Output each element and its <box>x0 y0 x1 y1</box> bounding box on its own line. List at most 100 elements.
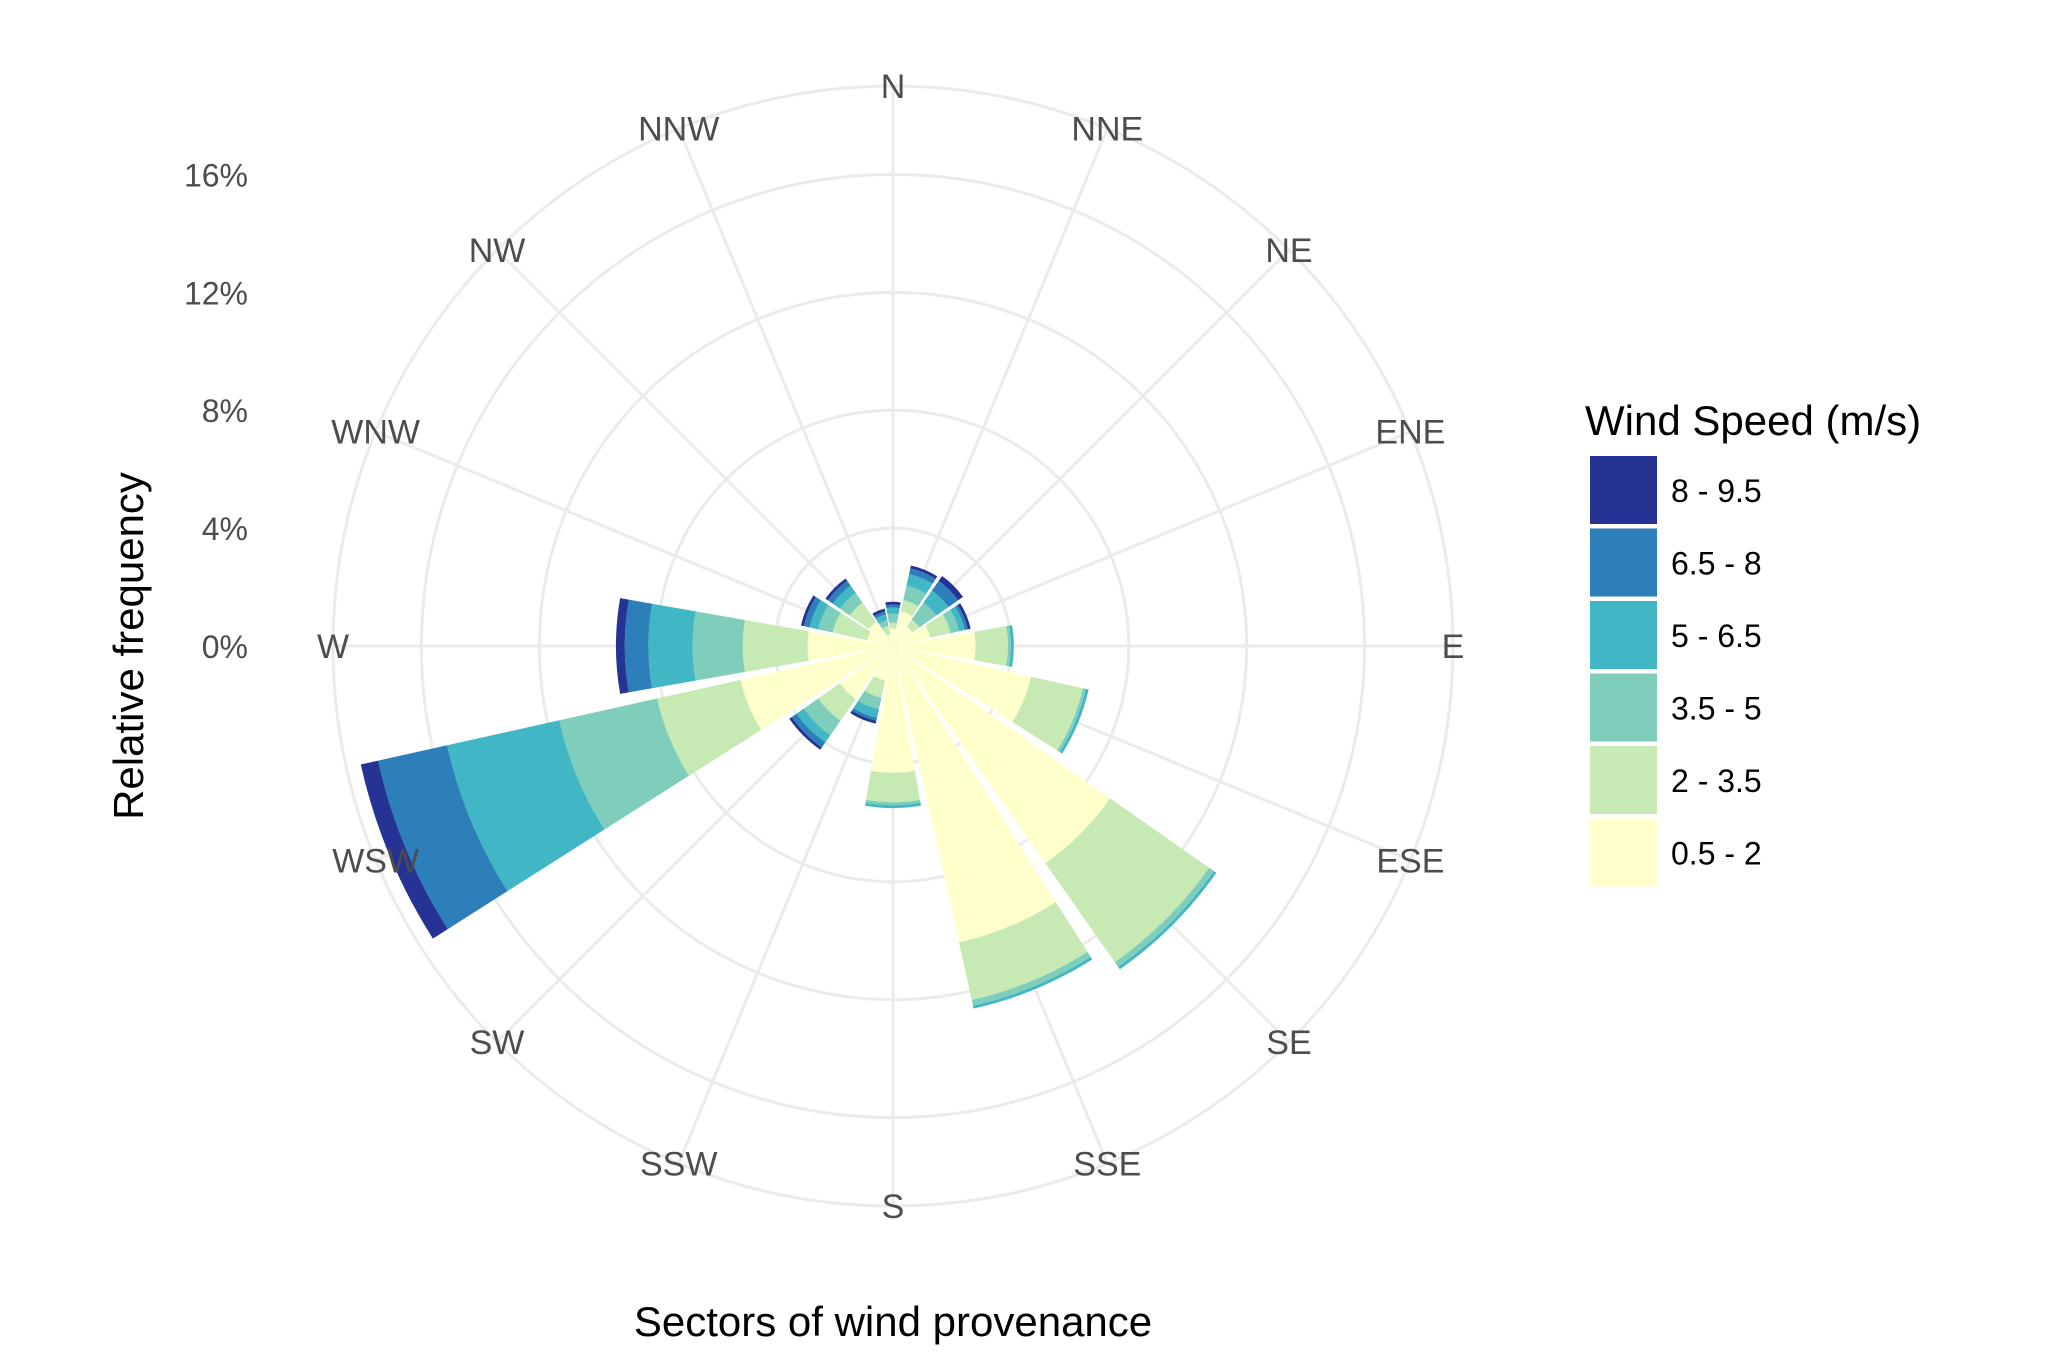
legend-label: 3.5 - 5 <box>1671 691 1762 727</box>
direction-label-e: E <box>1442 628 1465 666</box>
bar-sw-segment <box>791 713 826 748</box>
bar-ne-segment <box>938 576 963 601</box>
grid-spoke <box>891 128 1109 647</box>
bar-nw-segment <box>825 578 848 601</box>
bar-s-segment <box>871 646 915 773</box>
legend: Wind Speed (m/s) 8 - 9.5 6.5 - 8 5 - 6.5 3.… <box>1585 397 1921 887</box>
bar-wsw-segment <box>559 698 690 830</box>
bar-nnw-segment <box>886 634 893 646</box>
bar-ssw-segment <box>858 690 882 710</box>
bar-wsw-segment <box>360 760 448 939</box>
bar-ne-segment <box>893 626 913 646</box>
legend-swatch <box>1590 456 1657 524</box>
bar-e-segment <box>1009 625 1014 667</box>
bar-nne-segment <box>909 568 936 584</box>
bar-sse-segment <box>971 951 1091 1006</box>
direction-label-sw: SW <box>470 1024 525 1062</box>
x-axis-title: Sectors of wind provenance <box>634 1298 1152 1345</box>
bar-nne-segment <box>893 611 912 646</box>
legend-label: 0.5 - 2 <box>1671 836 1762 872</box>
wind-bars <box>360 565 1217 1009</box>
bar-wsw-segment <box>657 679 762 776</box>
bar-sw-segment <box>796 708 831 743</box>
bar-se-segment <box>1114 867 1214 967</box>
bar-nnw-segment <box>875 614 888 624</box>
bar-ne-segment <box>931 580 959 608</box>
radial-tick-label: 4% <box>202 511 248 547</box>
bar-wnw-segment <box>818 604 841 633</box>
bar-e-segment <box>893 631 976 661</box>
bar-nw-segment <box>832 585 856 609</box>
bar-nw-segment <box>849 602 877 630</box>
bar-ene-segment <box>957 603 971 630</box>
bar-se-segment <box>1045 798 1210 963</box>
bar-wnw-segment <box>867 631 893 646</box>
bar-e-segment <box>1006 625 1011 667</box>
bar-w-segment <box>648 603 696 689</box>
bar-ssw-segment <box>853 700 879 718</box>
bar-ese-segment <box>1012 676 1083 751</box>
radial-tick-labels: 0% 4% 8% 12% 16% <box>184 157 248 665</box>
bar-n-segment <box>885 604 901 609</box>
bar-n-segment <box>888 622 898 629</box>
direction-label-ne: NE <box>1265 232 1312 270</box>
radial-tick-label: 0% <box>202 629 248 665</box>
bar-w-segment <box>742 620 809 672</box>
bar-wsw-segment <box>378 745 508 930</box>
direction-label-nnw: NNW <box>638 111 719 149</box>
bar-e-segment <box>974 626 1008 666</box>
bar-nnw-segment <box>874 611 886 619</box>
bar-ene-segment <box>955 604 968 630</box>
bar-ssw-segment <box>851 708 877 721</box>
bar-sw-segment <box>789 717 822 750</box>
bar-sw-segment <box>839 646 893 700</box>
legend-swatch <box>1590 528 1657 597</box>
bar-wsw-segment <box>447 720 605 892</box>
bar-ene-segment <box>942 609 960 634</box>
bar-nne-segment <box>903 585 927 607</box>
bar-n-segment <box>887 613 899 623</box>
bar-w-segment <box>615 598 629 694</box>
bar-w-segment <box>692 611 745 681</box>
legend-label: 5 - 6.5 <box>1671 618 1762 654</box>
legend-swatch <box>1590 601 1657 669</box>
grid-spoke <box>677 128 895 647</box>
direction-label-n: N <box>881 68 906 106</box>
radial-tick-label: 16% <box>184 157 248 193</box>
bar-ssw-segment <box>864 675 886 698</box>
direction-label-wsw: WSW <box>332 842 419 880</box>
direction-label-ese: ESE <box>1376 842 1444 880</box>
legend-swatch <box>1590 673 1657 742</box>
grid-spoke <box>891 248 1291 648</box>
bar-sw-segment <box>803 698 841 736</box>
bar-s-segment <box>864 802 922 809</box>
bar-ssw-segment <box>850 710 877 724</box>
bar-ne-segment <box>906 619 920 633</box>
direction-label-w: W <box>317 628 349 666</box>
grid-spoke <box>677 645 895 1164</box>
bar-n-segment <box>885 601 901 606</box>
direction-label-s: S <box>882 1188 905 1226</box>
bar-n-segment <box>886 607 900 615</box>
bar-wnw-segment <box>832 612 871 641</box>
bar-n-segment <box>889 628 897 646</box>
legend-title: Wind Speed (m/s) <box>1585 397 1921 444</box>
bar-wnw-segment <box>809 600 829 630</box>
bar-nnw-segment <box>878 620 889 629</box>
bar-wnw-segment <box>803 596 821 628</box>
grid-spoke <box>892 430 1411 648</box>
bar-nne-segment <box>900 599 919 617</box>
bar-w-segment <box>807 631 893 661</box>
direction-label-ssw: SSW <box>640 1145 717 1183</box>
bar-w-segment <box>624 599 653 693</box>
legend-swatch <box>1590 818 1657 887</box>
grid-spoke <box>495 248 895 648</box>
bar-s-segment <box>866 770 920 803</box>
legend-label: 8 - 9.5 <box>1671 473 1762 509</box>
bar-ssw-segment <box>874 646 893 681</box>
direction-label-nw: NW <box>469 232 526 270</box>
bar-ne-segment <box>923 590 949 616</box>
bar-ene-segment <box>893 625 931 646</box>
legend-label: 6.5 - 8 <box>1671 546 1762 582</box>
